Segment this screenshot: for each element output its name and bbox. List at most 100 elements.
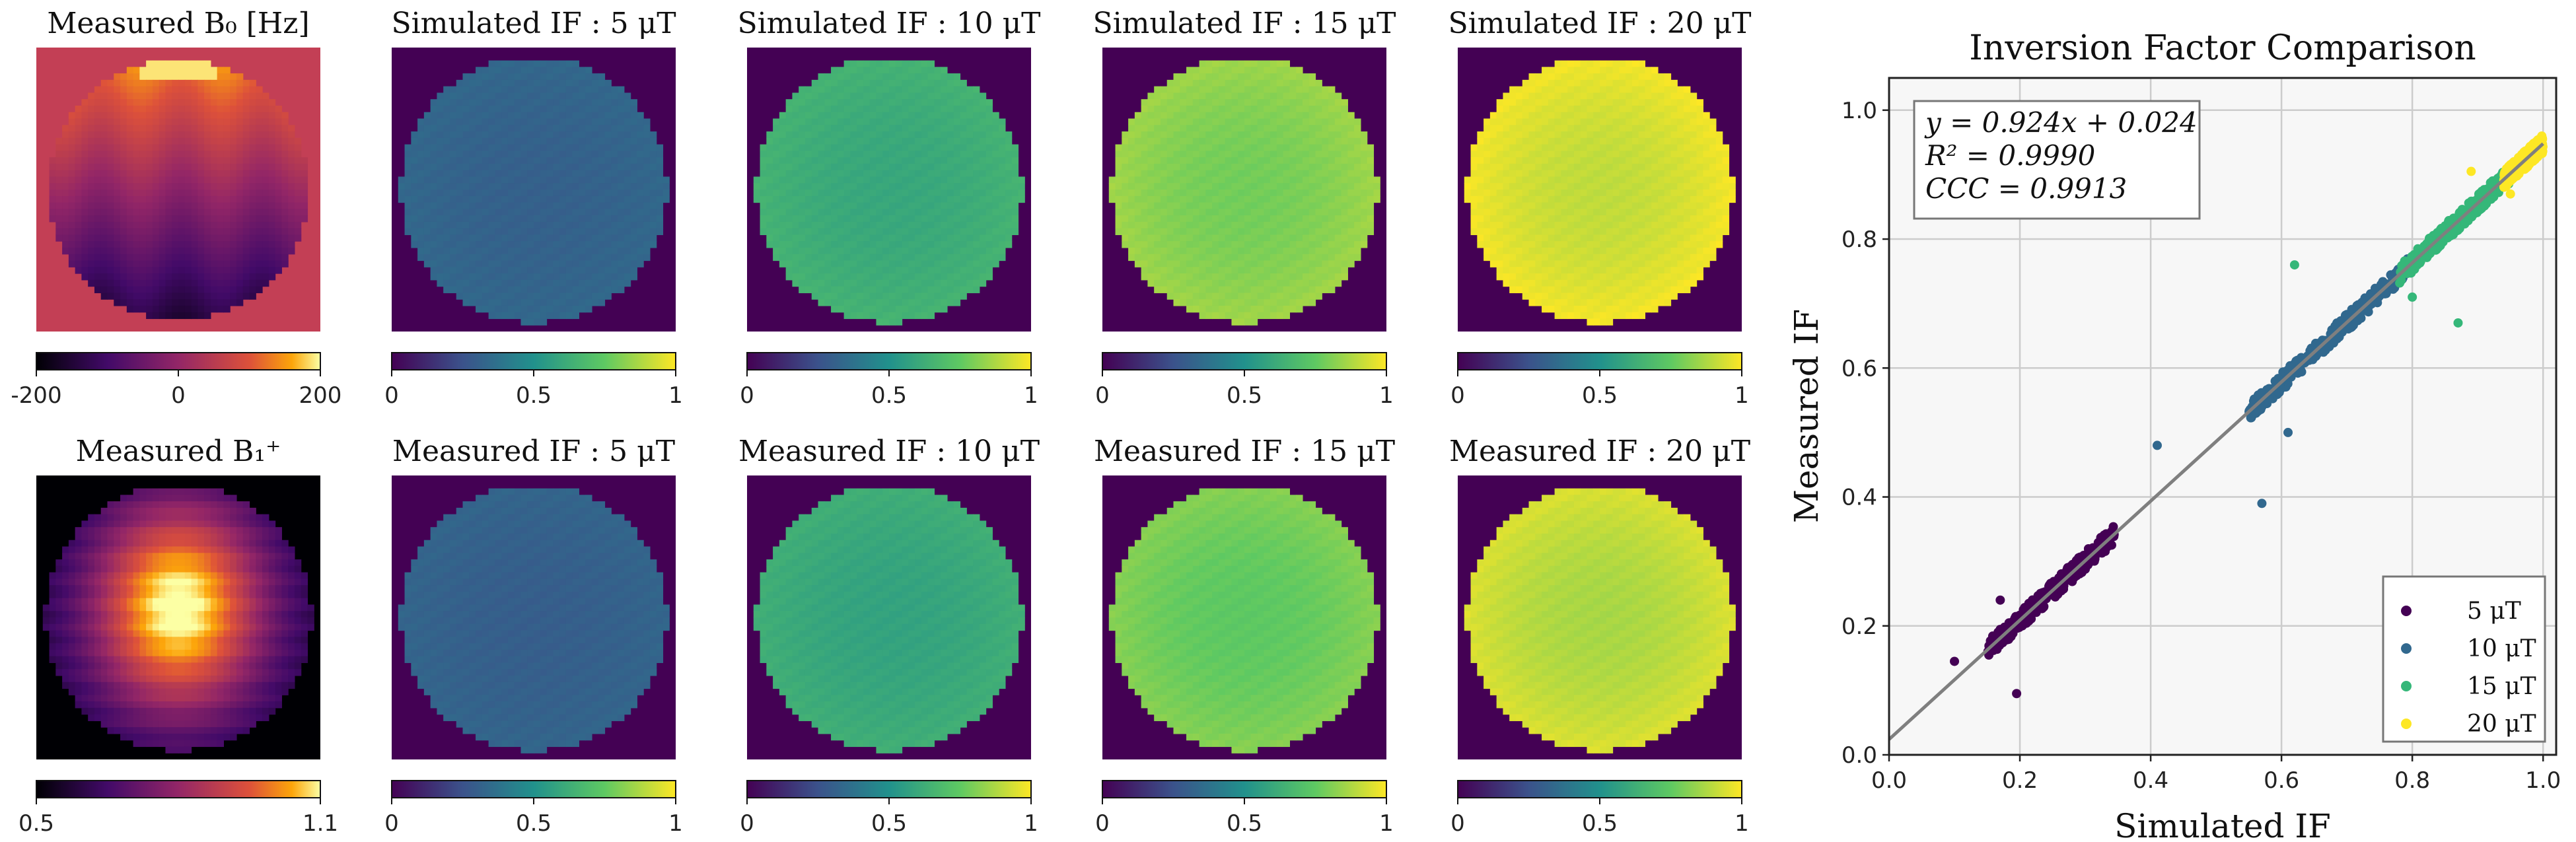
colorbar-tick-label: 1 — [1735, 382, 1749, 409]
panel-meas10: Measured IF : 10 μT 0 0.5 1 — [738, 435, 1040, 837]
data-point-outlier — [1950, 656, 1960, 666]
colorbar-tick-label: 0 — [740, 382, 754, 409]
colorbar — [746, 352, 1032, 370]
panel-title: Simulated IF : 20 μT — [1448, 7, 1751, 40]
fit-line — [1889, 142, 2544, 741]
colorbar-tick-label: 0.5 — [516, 810, 552, 837]
x-axis-label: Simulated IF — [2114, 807, 2331, 842]
colorbar-tick-label: 0.5 — [1227, 382, 1262, 409]
colorbar-tick-label: 0.5 — [516, 382, 552, 409]
x-tick-label: 0.0 — [1871, 767, 1907, 794]
data-point-outlier — [1995, 595, 2005, 605]
panel-meas20: Measured IF : 20 μT 0 0.5 1 — [1449, 435, 1750, 837]
legend-label: 10 μT — [2467, 635, 2536, 662]
data-point — [2253, 390, 2263, 400]
data-point — [2046, 579, 2056, 588]
image-map — [398, 488, 670, 754]
colorbar-tick-label: 0 — [384, 810, 399, 837]
legend-label: 15 μT — [2467, 673, 2536, 700]
panel-b0: Measured B₀ [Hz] -200 0 200 — [11, 7, 341, 409]
data-point — [2108, 522, 2118, 532]
colorbar-tick-label: 0.5 — [1582, 810, 1618, 837]
data-point-outlier — [2453, 318, 2463, 328]
panel-title: Measured IF : 15 μT — [1094, 435, 1395, 468]
colorbar-tick-label: 0 — [1450, 382, 1465, 409]
colorbar-tick-label: 0 — [171, 382, 186, 409]
data-point — [2348, 320, 2358, 330]
data-point-outlier — [2283, 427, 2293, 437]
data-point-outlier — [2012, 689, 2022, 699]
data-point — [2517, 149, 2526, 159]
colorbar — [1457, 780, 1742, 798]
panel-sim5: Simulated IF : 5 μT 0 0.5 1 — [384, 7, 683, 409]
colorbar-tick-label: 0 — [1450, 810, 1465, 837]
data-point-outlier — [2152, 440, 2162, 450]
image-map — [398, 60, 670, 326]
data-point — [2396, 275, 2406, 285]
panel-meas5: Measured IF : 5 μT 0 0.5 1 — [384, 435, 683, 837]
data-point — [2071, 555, 2081, 565]
panel-meas15: Measured IF : 15 μT 0 0.5 1 — [1094, 435, 1395, 837]
panel-title: Simulated IF : 10 μT — [737, 7, 1040, 40]
x-tick-label: 0.6 — [2264, 767, 2299, 794]
chart-title: Inversion Factor Comparison — [1969, 28, 2476, 68]
colorbar-tick-label: 1 — [1024, 382, 1038, 409]
data-point-outlier — [2257, 499, 2267, 509]
y-tick-label: 1.0 — [1842, 98, 1877, 124]
colorbar-tick-label: 1.1 — [303, 810, 338, 837]
y-tick-label: 0.2 — [1842, 614, 1877, 640]
panel-title: Measured B₀ [Hz] — [47, 7, 309, 40]
scatter-panel: 0.0 0.2 0.4 0.6 0.8 1.0 0.0 0.2 0.4 0.6 0.8 1.0 Inv… — [1787, 28, 2561, 842]
colorbar-tick-label: 0 — [740, 810, 754, 837]
y-axis-label: Measured IF — [1787, 309, 1826, 523]
data-point — [2274, 388, 2284, 398]
data-point — [2336, 316, 2345, 326]
colorbar-tick-label: 1 — [1379, 382, 1394, 409]
panel-title: Measured IF : 20 μT — [1449, 435, 1750, 468]
colorbar-tick-label: 0.5 — [871, 382, 907, 409]
data-point-outlier — [2505, 189, 2515, 199]
colorbar — [1457, 352, 1742, 370]
panel-sim20: Simulated IF : 20 μT 0 0.5 1 — [1448, 7, 1751, 409]
colorbar-tick-label: 0.5 — [1227, 810, 1262, 837]
panel-title: Simulated IF : 5 μT — [391, 7, 676, 40]
panel-title: Measured IF : 5 μT — [392, 435, 675, 468]
y-tick-label: 0.6 — [1842, 355, 1877, 382]
colorbar — [1102, 780, 1387, 798]
data-point — [2104, 540, 2114, 550]
image-map — [1108, 60, 1380, 326]
colorbar-tick-label: 1 — [1024, 810, 1038, 837]
fit-ccc: CCC = 0.9913 — [1925, 172, 2127, 205]
fit-equation: y = 0.924x + 0.024 — [1924, 106, 2198, 139]
panel-sim10: Simulated IF : 10 μT 0 0.5 1 — [737, 7, 1040, 409]
colorbar-tick-label: 1 — [668, 810, 683, 837]
colorbar — [1102, 352, 1387, 370]
colorbar — [36, 780, 321, 798]
legend: 5 μT 10 μT 15 μT 20 μT — [2382, 575, 2546, 743]
image-map — [753, 60, 1025, 326]
data-point-outlier — [2289, 260, 2299, 270]
legend-marker — [2401, 681, 2412, 691]
colorbar-tick-label: 0.5 — [871, 810, 907, 837]
data-point — [2257, 402, 2267, 411]
data-point — [2297, 367, 2307, 377]
data-point — [2444, 215, 2454, 225]
legend-marker — [2401, 606, 2412, 616]
colorbar-tick-label: 1 — [1379, 810, 1394, 837]
image-map — [1108, 488, 1380, 754]
data-point — [2098, 532, 2108, 542]
y-tick-label: 0.4 — [1842, 485, 1877, 511]
image-map — [1464, 60, 1736, 326]
data-point-outlier — [2466, 166, 2476, 176]
colorbar-tick-label: 200 — [299, 382, 342, 409]
colorbar-tick-label: 0 — [384, 382, 399, 409]
panel-b1: Measured B₁⁺ 0.5 1.1 — [18, 435, 338, 837]
data-point — [2388, 284, 2398, 294]
colorbar-tick-label: -200 — [11, 382, 61, 409]
fit-r-squared: R² = 0.9990 — [1925, 139, 2095, 172]
colorbar-tick-label: 0 — [1095, 382, 1110, 409]
x-tick-label: 0.4 — [2133, 767, 2168, 794]
image-map — [42, 488, 314, 754]
image-map — [49, 60, 308, 320]
